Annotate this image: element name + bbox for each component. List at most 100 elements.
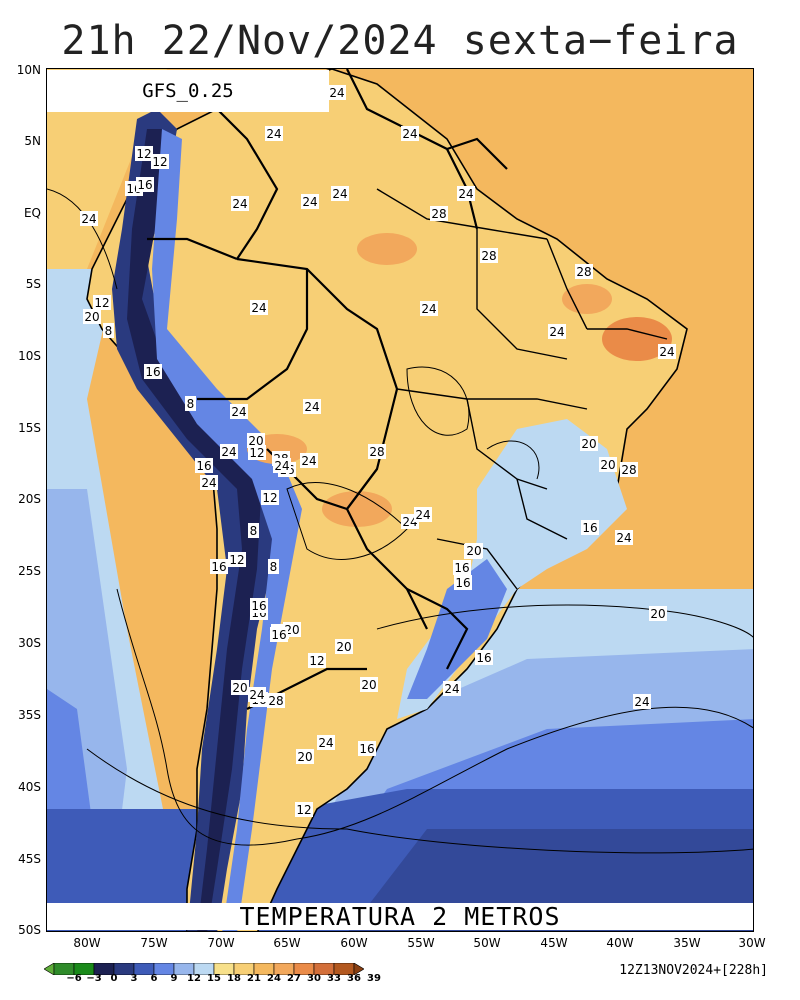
svg-text:12: 12 — [309, 654, 324, 668]
contour-label: 24 — [443, 681, 461, 696]
svg-text:16: 16 — [454, 561, 469, 575]
andes-slope — [152, 129, 302, 931]
svg-text:12: 12 — [152, 155, 167, 169]
colorbar-label: 30 — [307, 973, 321, 984]
svg-text:16: 16 — [476, 651, 491, 665]
svg-text:20: 20 — [297, 750, 312, 764]
contour-label: 24 — [615, 530, 633, 545]
contour-label: 24 — [317, 735, 335, 750]
contour-label: 16 — [250, 598, 268, 613]
contour-label: 20 — [83, 309, 101, 324]
svg-text:28: 28 — [268, 694, 283, 708]
contour-label: 24 — [250, 300, 268, 315]
svg-text:16: 16 — [582, 521, 597, 535]
svg-text:24: 24 — [634, 695, 649, 709]
contour-label: 12 — [261, 490, 279, 505]
lon-label: 60W — [340, 936, 368, 950]
contour-label: 24 — [420, 301, 438, 316]
contour-label: 16 — [270, 627, 288, 642]
colorbar-label: 6 — [150, 973, 158, 984]
svg-text:8: 8 — [187, 397, 195, 411]
svg-text:16: 16 — [137, 178, 152, 192]
contour-label: 28 — [368, 444, 386, 459]
lat-label: 40S — [18, 780, 41, 794]
colorbar-label: −6 — [66, 973, 82, 984]
lon-label: 45W — [540, 936, 568, 950]
svg-text:16: 16 — [145, 365, 160, 379]
svg-text:20: 20 — [581, 437, 596, 451]
svg-text:24: 24 — [274, 459, 289, 473]
contour-label: 12 — [151, 154, 169, 169]
svg-text:16: 16 — [455, 576, 470, 590]
andes-peaks — [127, 129, 262, 931]
serra-cold — [407, 559, 507, 699]
svg-text:24: 24 — [402, 515, 417, 529]
contour-label: 24 — [658, 344, 676, 359]
contour-label: 24 — [80, 211, 98, 226]
contour-label: 20 — [649, 606, 667, 621]
contour-label: 24 — [230, 404, 248, 419]
pantanal-hot-spot — [322, 491, 392, 527]
northeast-warm-spot — [562, 284, 612, 314]
contour-label: 24 — [548, 324, 566, 339]
svg-text:24: 24 — [201, 476, 216, 490]
lon-label: 35W — [673, 936, 701, 950]
lat-label: 5S — [25, 277, 41, 291]
svg-text:8: 8 — [105, 324, 113, 338]
contour-label: 28 — [575, 264, 593, 279]
svg-text:24: 24 — [301, 454, 316, 468]
lat-label: 10N — [16, 63, 41, 77]
lat-label: 45S — [18, 852, 41, 866]
svg-text:20: 20 — [466, 544, 481, 558]
svg-text:12: 12 — [229, 553, 244, 567]
contour-label: 16 — [358, 741, 376, 756]
svg-text:16: 16 — [359, 742, 374, 756]
colorbar-label: 3 — [130, 973, 138, 984]
lat-label: 25S — [18, 564, 41, 578]
svg-text:16: 16 — [196, 459, 211, 473]
svg-text:20: 20 — [84, 310, 99, 324]
svg-text:28: 28 — [621, 463, 636, 477]
svg-text:24: 24 — [332, 187, 347, 201]
contour-label: 16 — [136, 177, 154, 192]
lat-label: 30S — [18, 636, 41, 650]
svg-text:28: 28 — [576, 265, 591, 279]
contour-label: 20 — [360, 677, 378, 692]
svg-text:12: 12 — [249, 446, 264, 460]
lat-label: 20S — [18, 492, 41, 506]
colorbar-label: −3 — [86, 973, 102, 984]
contour-label: 20 — [231, 680, 249, 695]
svg-text:16: 16 — [271, 628, 286, 642]
contour-label: 16 — [453, 560, 471, 575]
model-label: GFS_0.25 — [47, 70, 329, 112]
lat-label: 5N — [24, 134, 41, 148]
contour-label: 24 — [331, 186, 349, 201]
svg-text:24: 24 — [421, 302, 436, 316]
lon-label: 40W — [606, 936, 634, 950]
contour-label: 24 — [328, 85, 346, 100]
svg-text:24: 24 — [444, 682, 459, 696]
lon-label: 70W — [207, 936, 235, 950]
contour-label: 28 — [480, 248, 498, 263]
contour-label: 16 — [195, 458, 213, 473]
contour-label: 24 — [633, 694, 651, 709]
svg-text:20: 20 — [248, 434, 263, 448]
contour-label: 12 — [248, 445, 266, 460]
contour-label: 24 — [401, 126, 419, 141]
lon-label: 75W — [140, 936, 168, 950]
contour-label: 16 — [475, 650, 493, 665]
run-label: 12Z13NOV2024+[228h] — [619, 963, 768, 978]
contour-label: 8 — [185, 396, 196, 411]
contour-label: 20 — [599, 457, 617, 472]
contour-label: 12 — [93, 295, 111, 310]
contour-label: 24 — [414, 507, 432, 522]
contour-label: 24 — [248, 687, 266, 702]
contour-label: 12 — [228, 552, 246, 567]
contour-label: 24 — [231, 196, 249, 211]
svg-text:24: 24 — [458, 187, 473, 201]
contour-label: 16 — [454, 575, 472, 590]
map-title: 21h 22/Nov/2024 sexta−feira — [61, 18, 739, 64]
contour-label: 8 — [268, 559, 279, 574]
